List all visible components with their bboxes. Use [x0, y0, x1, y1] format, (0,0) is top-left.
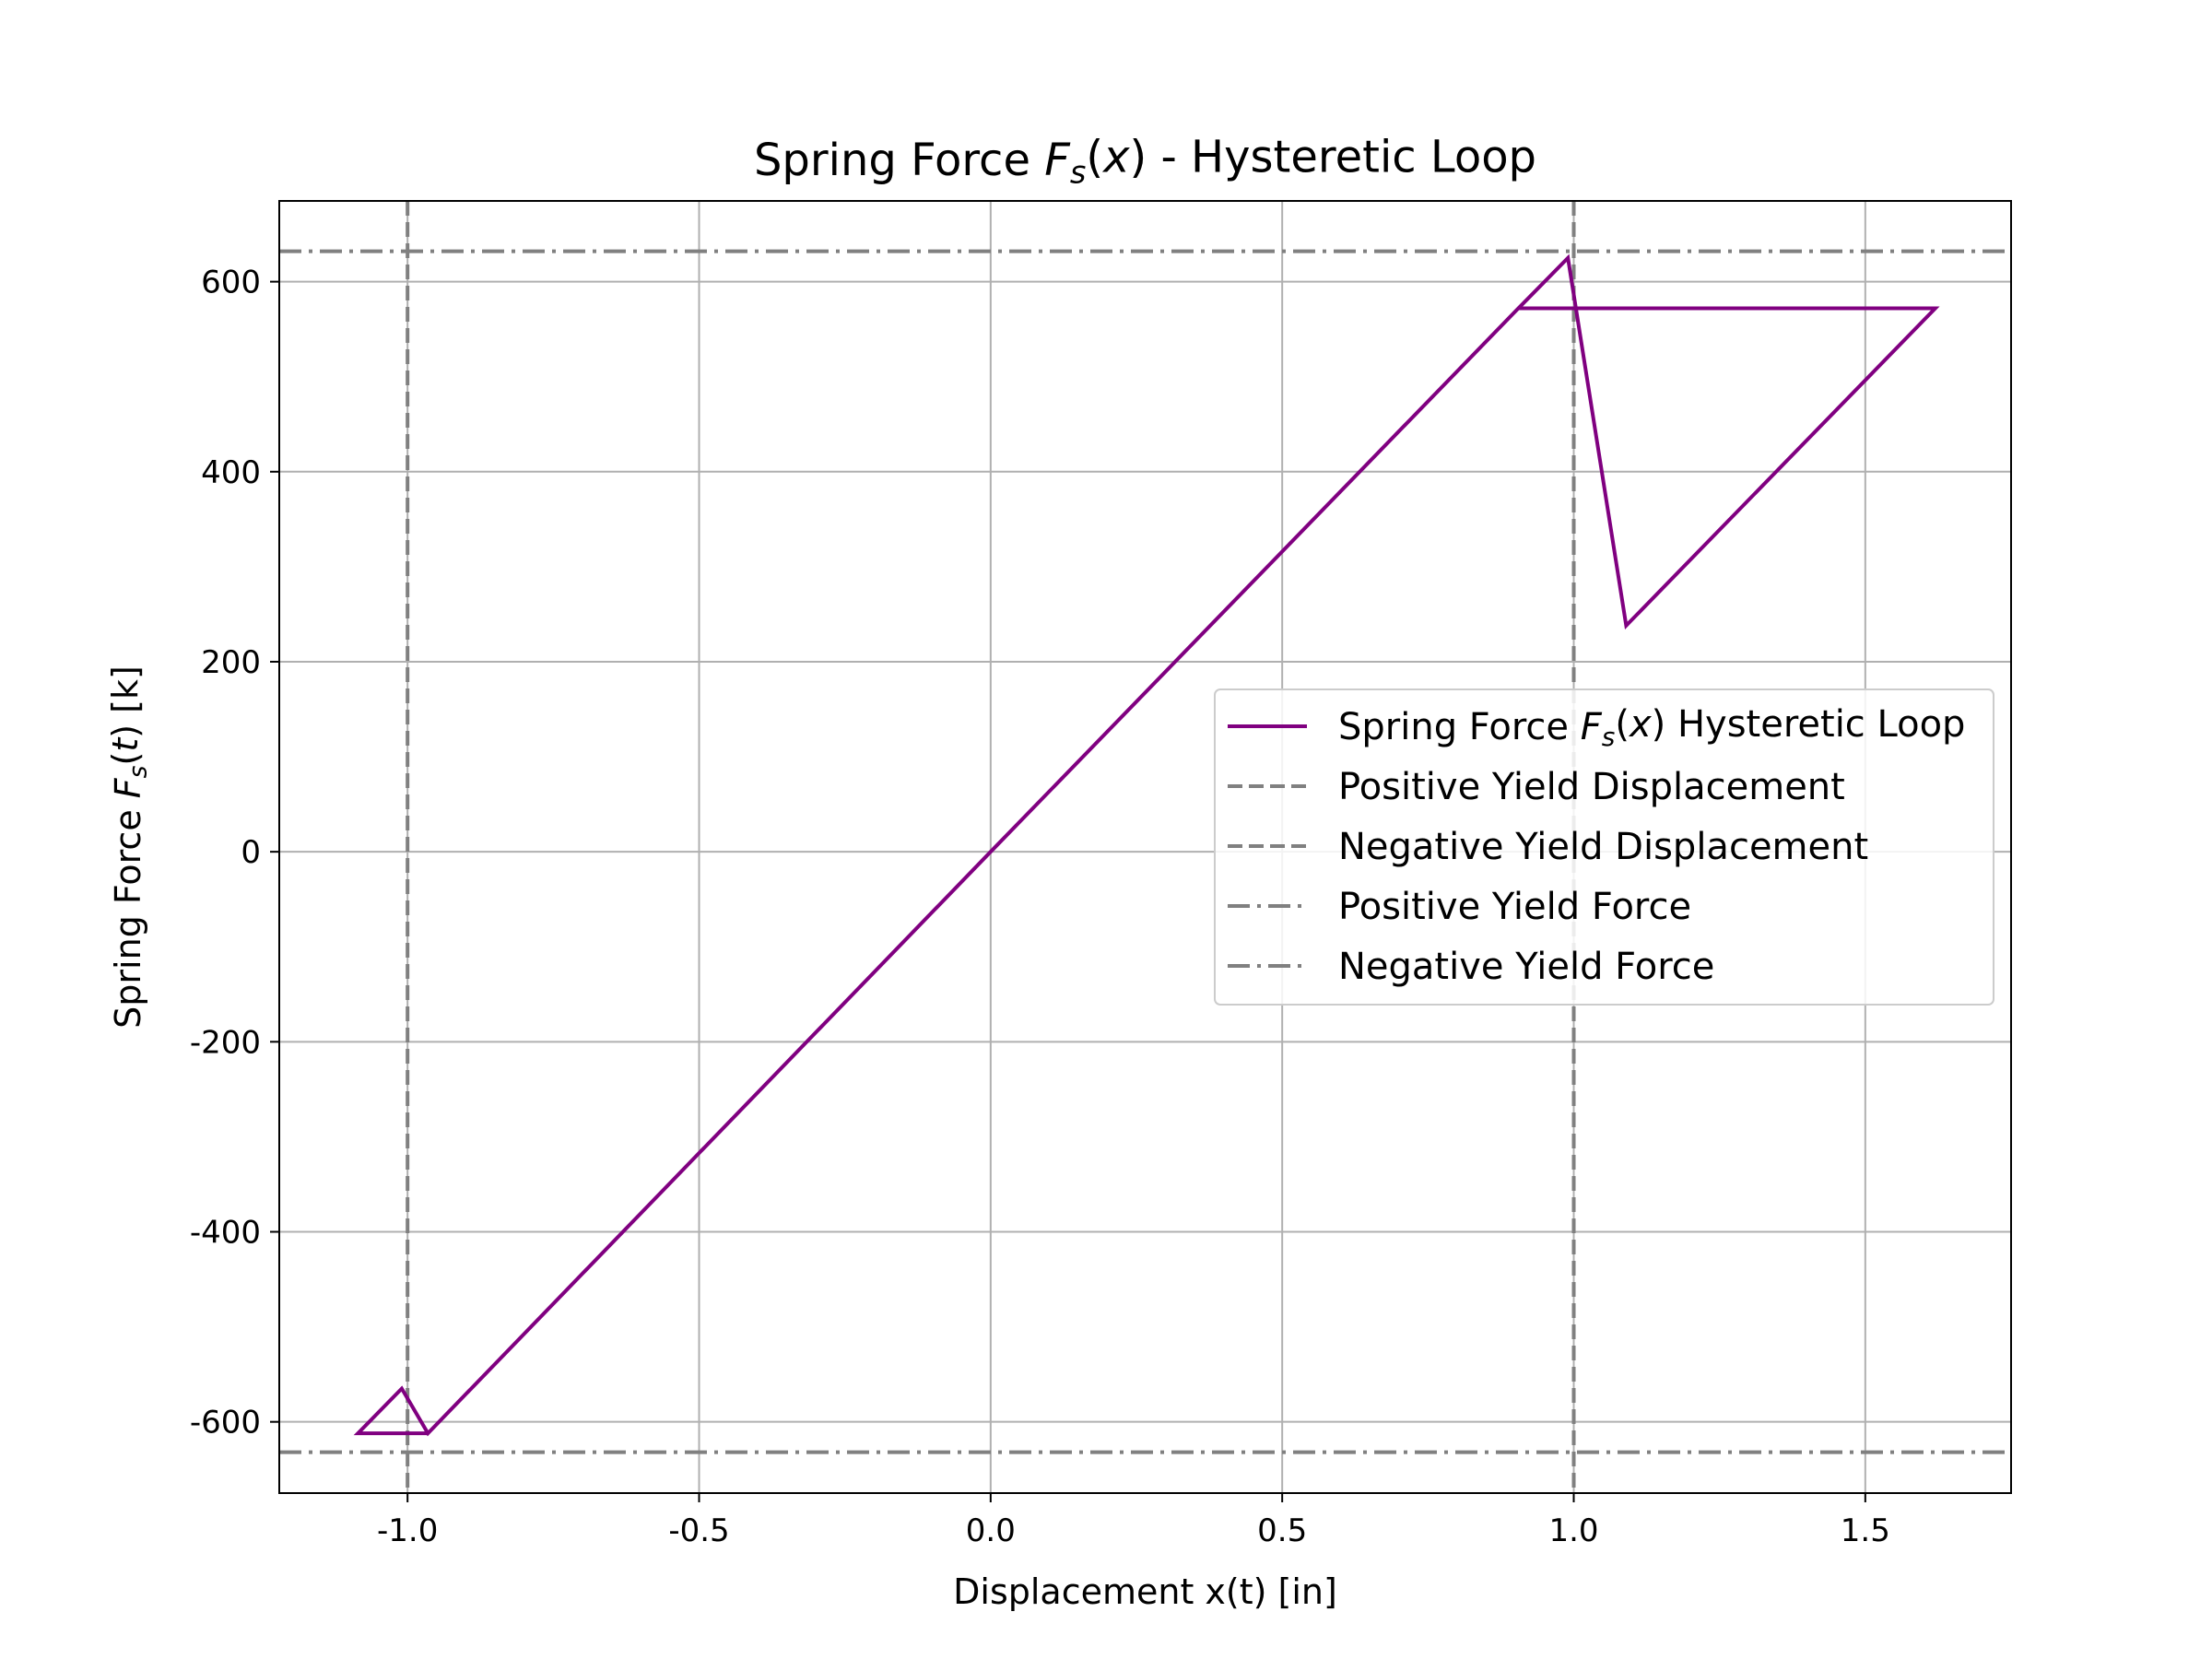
y-tick-label: 200	[201, 644, 261, 681]
y-tick-label: -200	[190, 1024, 261, 1061]
legend-label: Positive Yield Force	[1338, 886, 1691, 928]
series-group	[353, 253, 1940, 1437]
y-tick-label: -600	[190, 1405, 261, 1441]
legend: Spring Force Fs(x) Hysteretic Loop Positi…	[1214, 688, 1994, 1006]
y-tick-label: 400	[201, 454, 261, 491]
y-axis-label: Spring Force Fs(t) [k]	[105, 665, 152, 1029]
y-tick-label: 0	[241, 834, 261, 871]
x-tick-label: 0.5	[1257, 1512, 1307, 1549]
axes-frame	[278, 200, 2012, 1494]
x-tick-label: -1.0	[377, 1512, 438, 1549]
legend-box	[1214, 688, 1994, 1006]
legend-label: Spring Force Fs(x) Hysteretic Loop	[1338, 703, 1965, 752]
y-tick-label: -400	[190, 1215, 261, 1252]
x-tick-label: -0.5	[668, 1512, 729, 1549]
x-axis-label: Displacement x(t) [in]	[953, 1571, 1337, 1612]
hysteretic-loop-line	[353, 253, 1940, 1437]
legend-label: Negative Yield Displacement	[1338, 826, 1868, 868]
chart-title: Spring Force Fs(x) - Hysteretic Loop	[754, 131, 1536, 190]
legend-label: Negative Yield Force	[1338, 946, 1714, 988]
y-tick-label: 600	[201, 265, 261, 301]
x-tick-label: 1.5	[1841, 1512, 1890, 1549]
x-tick-label: 0.0	[966, 1512, 1016, 1549]
ticks: -1.0 -0.5 0.0 0.5 1.0 1.5 -600 -400 -200 0 200 400 6…	[190, 265, 1890, 1549]
legend-label: Positive Yield Displacement	[1338, 766, 1845, 808]
x-tick-label: 1.0	[1548, 1512, 1598, 1549]
